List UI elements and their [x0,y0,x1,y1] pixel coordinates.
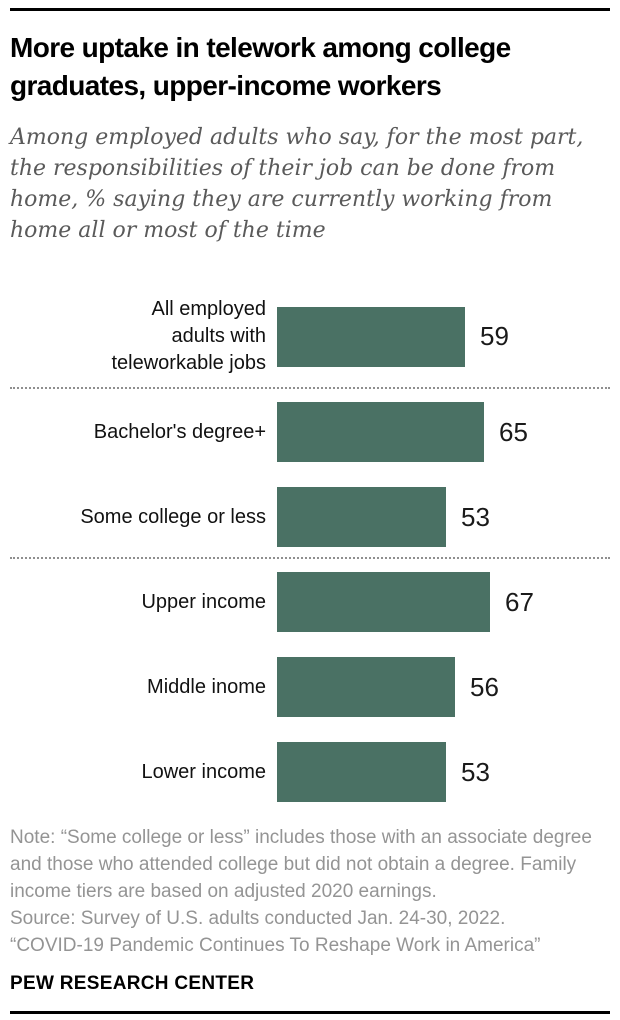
chart-row-middle-income: Middle inome 56 [10,657,610,717]
bottom-rule [10,1011,610,1014]
chart-row-all-employed: All employed adults with teleworkable jo… [10,296,610,377]
value-label: 67 [505,586,534,617]
pew-research-center-wordmark: PEW RESEARCH CENTER [10,973,255,994]
category-label: Upper income [141,590,266,613]
bar-group: 59 [277,296,509,377]
value-label: 56 [470,671,499,702]
bar [277,742,446,802]
chart-title: More uptake in telework among college gr… [10,32,511,101]
chart-row-bachelors: Bachelor's degree+ 65 [10,402,610,462]
bar-group: 67 [277,572,534,632]
footnotes-block: Note: “Some college or less” includes th… [10,824,610,959]
value-label: 53 [461,756,490,787]
bar-group: 56 [277,657,499,717]
bar [277,402,484,462]
bar [277,657,455,717]
category-label: Middle inome [147,675,266,698]
value-label: 59 [480,321,509,351]
bar-group: 53 [277,742,490,802]
bar [277,487,446,547]
dotted-separator [10,557,610,559]
chart-subtitle: Among employed adults who say, for the m… [10,125,584,243]
category-label: Some college or less [80,505,266,528]
bar-chart: All employed adults with teleworkable jo… [10,296,610,802]
dotted-separator [10,387,610,389]
note-text: Note: “Some college or less” includes th… [10,827,592,902]
value-label: 53 [461,501,490,532]
category-label: Lower income [141,760,266,783]
source-text: Source: Survey of U.S. adults conducted … [10,908,506,929]
bar [277,306,465,367]
top-rule [10,8,610,11]
chart-row-lower-income: Lower income 53 [10,742,610,802]
value-label: 65 [499,416,528,447]
category-label: All employed adults with teleworkable jo… [111,298,266,374]
chart-row-upper-income: Upper income 67 [10,572,610,632]
bar-group: 53 [277,487,490,547]
chart-row-some-college: Some college or less 53 [10,487,610,547]
category-label: Bachelor's degree+ [93,420,266,443]
report-title-text: “COVID-19 Pandemic Continues To Reshape … [10,935,541,956]
bar-group: 65 [277,402,528,462]
bar [277,572,490,632]
